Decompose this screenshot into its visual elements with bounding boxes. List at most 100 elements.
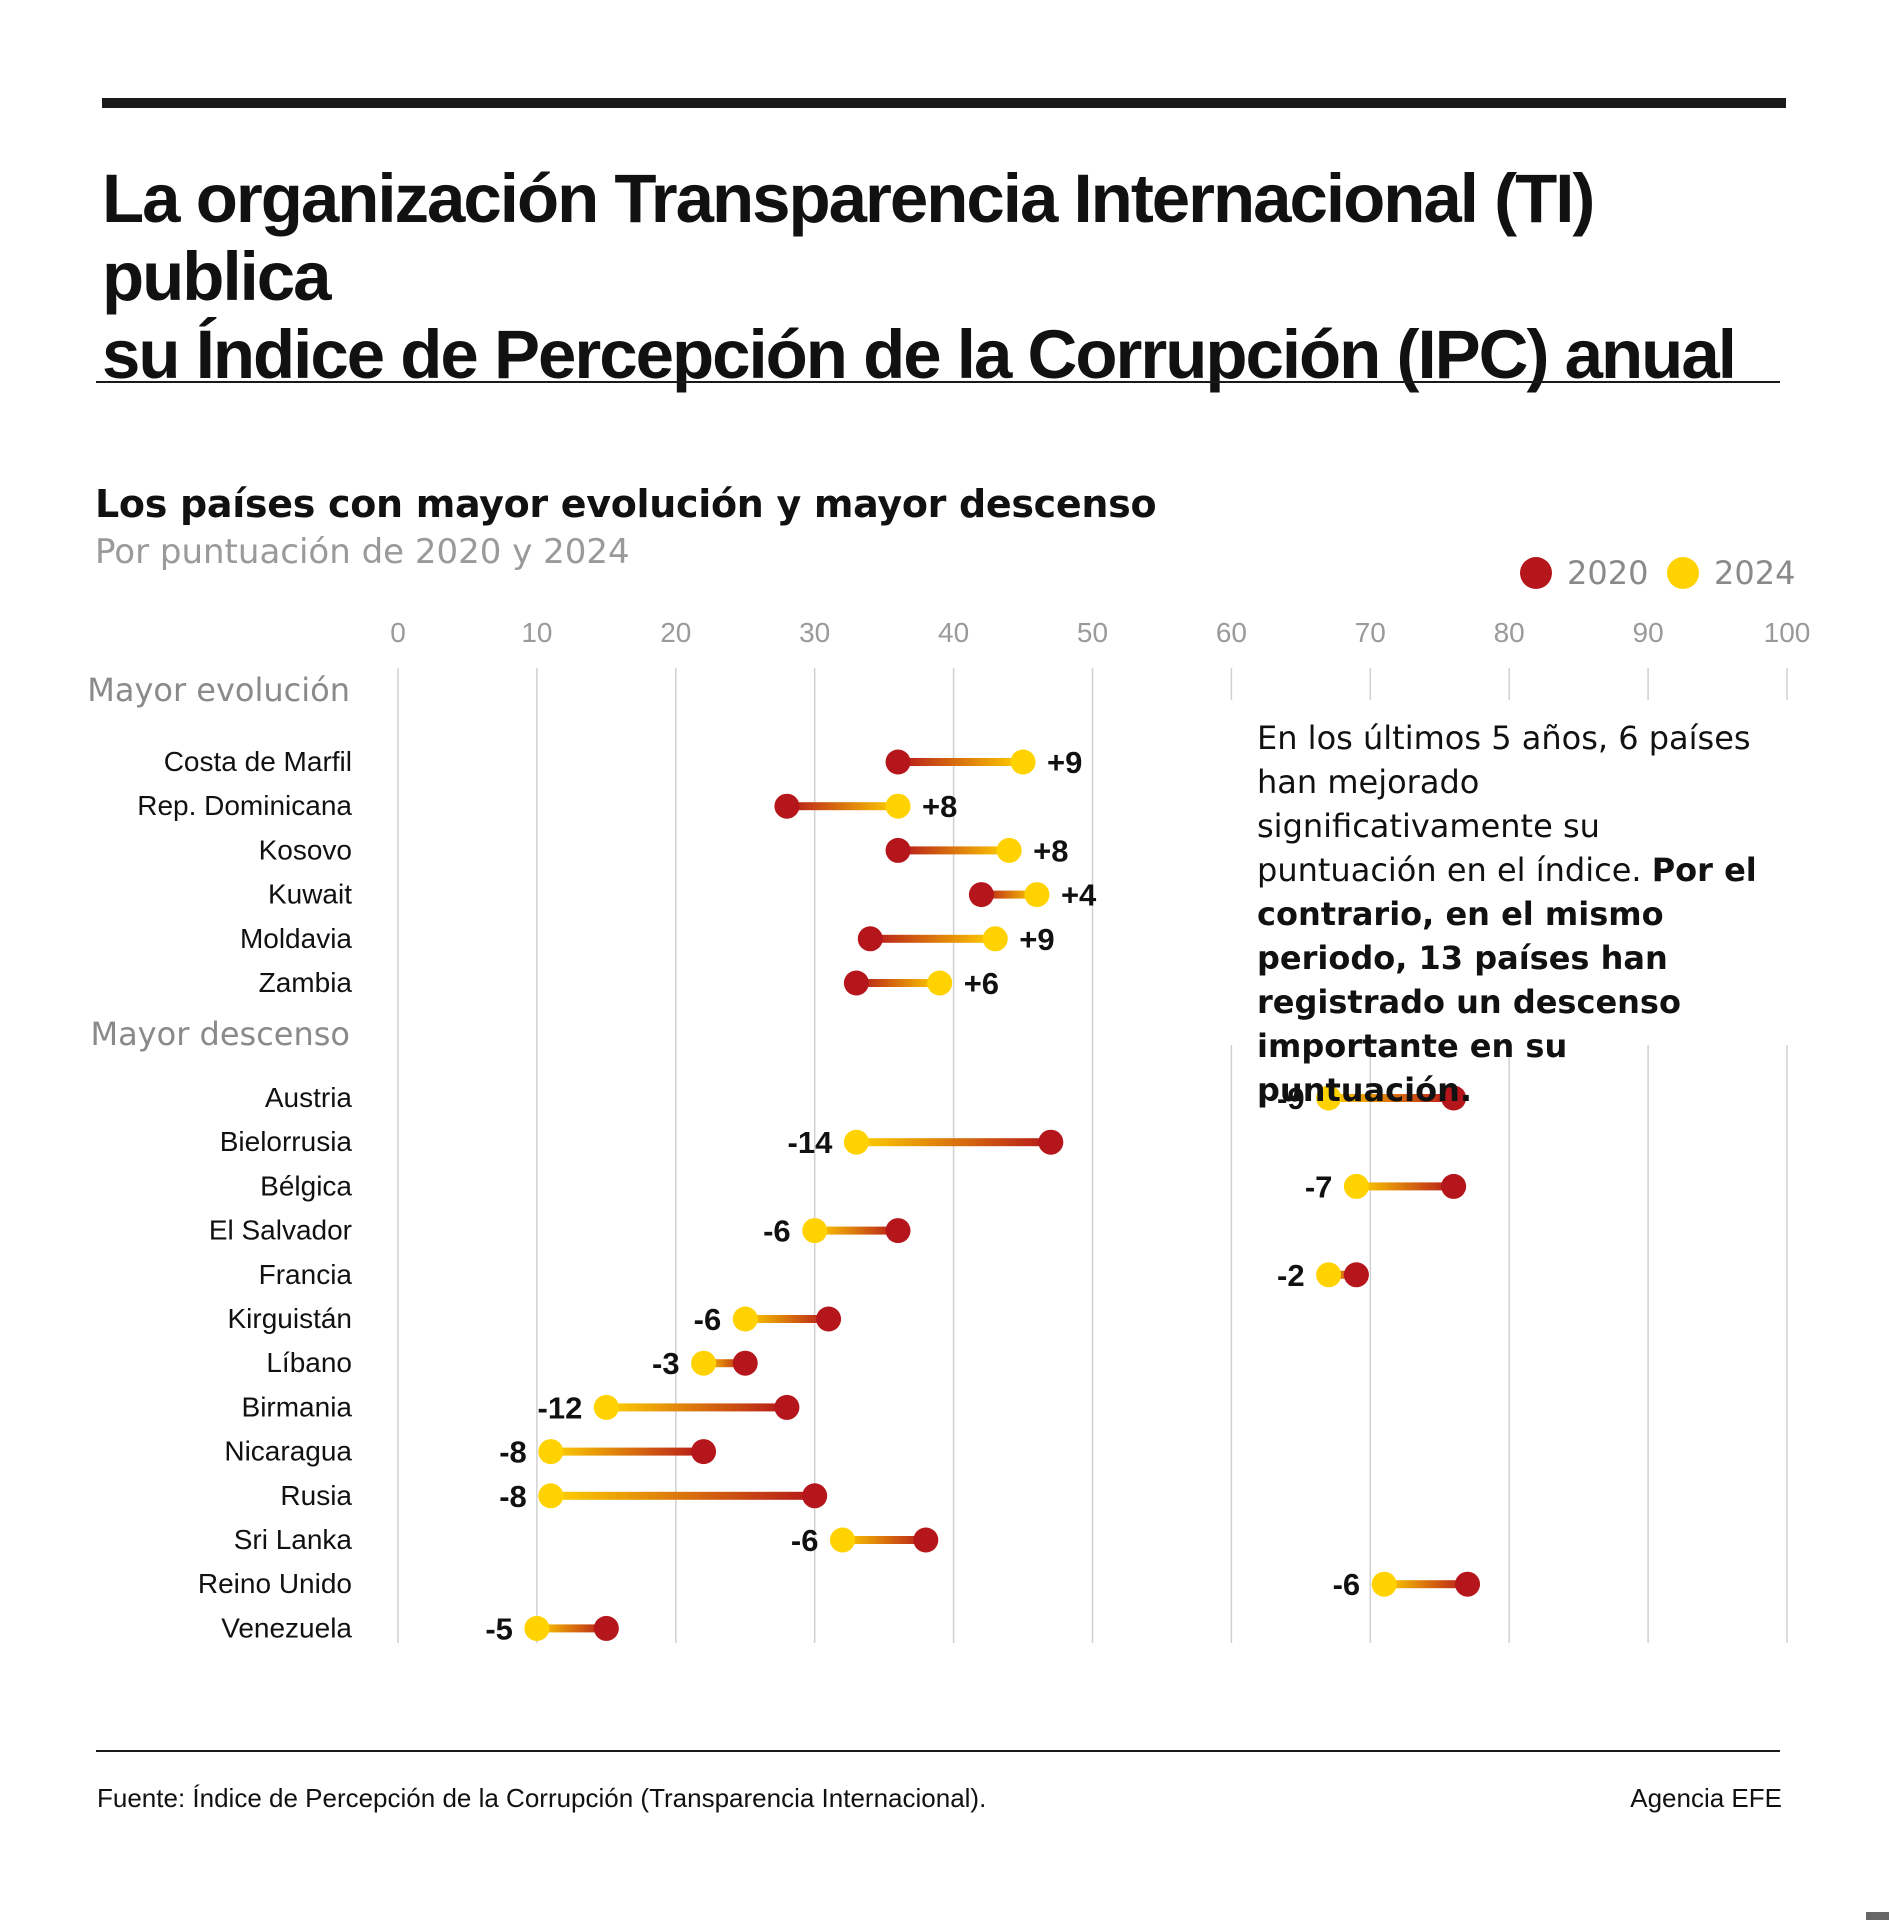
x-tick-label-60: 60 [1216, 617, 1247, 648]
dot-2020-sri-lanka [913, 1527, 939, 1553]
country-label-bielorrusia: Bielorrusia [220, 1126, 353, 1157]
dot-2020-el-salvador [885, 1218, 911, 1244]
dot-2020-zambia [843, 970, 869, 996]
headline-line-1: La organización Transparencia Internacio… [102, 160, 1595, 315]
dot-2020-kirguist-n [816, 1306, 842, 1332]
dot-2020-costa-de-marfil [885, 749, 911, 775]
dot-2024-venezuela [524, 1615, 550, 1641]
dot-2020-austria [1441, 1085, 1467, 1111]
change-label-reino-unido: -6 [1333, 1567, 1361, 1602]
connector-kosovo [898, 846, 1010, 855]
x-tick-label-30: 30 [799, 617, 830, 648]
x-axis-ticks: 0 10 20 30 40 50 60 70 80 90 100 [390, 617, 1810, 648]
change-label-zambia: +6 [964, 966, 999, 1001]
change-label-venezuela: -5 [485, 1611, 513, 1646]
connector-birmania [606, 1403, 787, 1412]
dot-2020-kuwait [968, 882, 994, 908]
dot-2024-zambia [927, 970, 953, 996]
dot-2024-moldavia [982, 926, 1008, 952]
credit: Agencia EFE [1630, 1783, 1782, 1813]
connector-l-bano [703, 1359, 746, 1368]
source-note: Fuente: Índice de Percepción de la Corru… [97, 1783, 987, 1813]
dot-2024-b-lgica [1343, 1173, 1369, 1199]
country-label-nicaragua: Nicaragua [224, 1436, 352, 1467]
dot-2020-bielorrusia [1038, 1129, 1064, 1155]
x-tick-label-0: 0 [390, 617, 406, 648]
connector-rusia [550, 1491, 815, 1500]
connector-moldavia [870, 934, 996, 943]
country-label-moldavia: Moldavia [240, 923, 352, 954]
country-label-rusia: Rusia [280, 1480, 352, 1511]
annotation-bold: Por el contrario, en el mismo periodo, 1… [1257, 851, 1757, 1109]
country-label-sri-lanka: Sri Lanka [234, 1524, 353, 1555]
dot-2024-costa-de-marfil [1010, 749, 1036, 775]
x-tick-label-80: 80 [1494, 617, 1525, 648]
connector-b-lgica [1356, 1182, 1454, 1191]
top-rule [102, 98, 1786, 108]
data-rows: Mayor evolución Costa de Marfil +9 Rep. Dom… [87, 671, 1481, 1646]
legend-label-2024: 2024 [1714, 554, 1795, 592]
change-label-bielorrusia: -14 [788, 1125, 834, 1160]
country-label-reino-unido: Reino Unido [198, 1568, 352, 1599]
dot-2020-kosovo [885, 837, 911, 863]
legend-label-2020: 2020 [1567, 554, 1648, 592]
connector-nicaragua [550, 1447, 704, 1456]
headline-line-2: su Índice de Percepción de la Corrupción… [102, 316, 1737, 393]
legend-swatch-2024 [1667, 557, 1699, 589]
corner-mark [1866, 1912, 1889, 1920]
change-label-el-salvador: -6 [763, 1214, 791, 1249]
dot-2020-francia [1343, 1262, 1369, 1288]
dot-2020-reino-unido [1455, 1571, 1481, 1597]
dot-2020-l-bano [732, 1350, 758, 1376]
dot-2024-austria [1316, 1085, 1342, 1111]
connector-kuwait [981, 890, 1037, 899]
country-label-austria: Austria [265, 1082, 353, 1113]
dot-2024-bielorrusia [843, 1129, 869, 1155]
country-label-l-bano: Líbano [266, 1347, 352, 1378]
x-tick-label-10: 10 [521, 617, 552, 648]
x-tick-label-90: 90 [1633, 617, 1664, 648]
connector-venezuela [536, 1624, 607, 1633]
dot-2024-kirguist-n [732, 1306, 758, 1332]
dot-2020-rusia [802, 1483, 828, 1509]
dot-2024-nicaragua [538, 1439, 564, 1465]
legend: 2020 2024 [1520, 554, 1795, 592]
group-label-1: Mayor descenso [90, 1015, 350, 1053]
annotation-regular: En los últimos 5 años, 6 países han mejo… [1257, 719, 1751, 889]
x-tick-label-50: 50 [1077, 617, 1108, 648]
country-label-kosovo: Kosovo [259, 834, 352, 865]
change-label-rusia: -8 [499, 1479, 527, 1514]
change-label-kuwait: +4 [1061, 878, 1097, 913]
country-label-birmania: Birmania [242, 1391, 353, 1422]
x-tick-label-40: 40 [938, 617, 969, 648]
connector-sri-lanka [842, 1536, 926, 1544]
change-label-rep-dominicana: +8 [922, 789, 957, 824]
connector-francia [1328, 1270, 1357, 1279]
country-label-b-lgica: Bélgica [260, 1170, 352, 1201]
country-label-zambia: Zambia [259, 967, 353, 998]
group-label-0: Mayor evolución [87, 671, 350, 709]
connector-austria [1328, 1094, 1454, 1102]
dot-2020-b-lgica [1441, 1173, 1467, 1199]
country-label-costa-de-marfil: Costa de Marfil [164, 746, 352, 777]
change-label-kosovo: +8 [1033, 833, 1068, 868]
dot-2024-francia [1316, 1262, 1342, 1288]
x-tick-label-70: 70 [1355, 617, 1386, 648]
x-tick-label-100: 100 [1764, 617, 1811, 648]
dot-2020-venezuela [593, 1615, 619, 1641]
dot-2020-nicaragua [691, 1439, 717, 1465]
change-label-kirguist-n: -6 [694, 1302, 722, 1337]
country-label-venezuela: Venezuela [221, 1612, 352, 1643]
dot-2024-reino-unido [1371, 1571, 1397, 1597]
legend-swatch-2020 [1520, 557, 1552, 589]
country-label-kirguist-n: Kirguistán [227, 1303, 352, 1334]
dot-2024-l-bano [691, 1350, 717, 1376]
country-label-el-salvador: El Salvador [209, 1215, 352, 1246]
dot-2024-kosovo [996, 837, 1022, 863]
dot-2020-moldavia [857, 926, 883, 952]
dot-2024-el-salvador [802, 1218, 828, 1244]
change-label-l-bano: -3 [652, 1346, 680, 1381]
country-label-kuwait: Kuwait [268, 879, 352, 910]
dot-2024-birmania [593, 1394, 619, 1420]
connector-bielorrusia [856, 1138, 1051, 1147]
